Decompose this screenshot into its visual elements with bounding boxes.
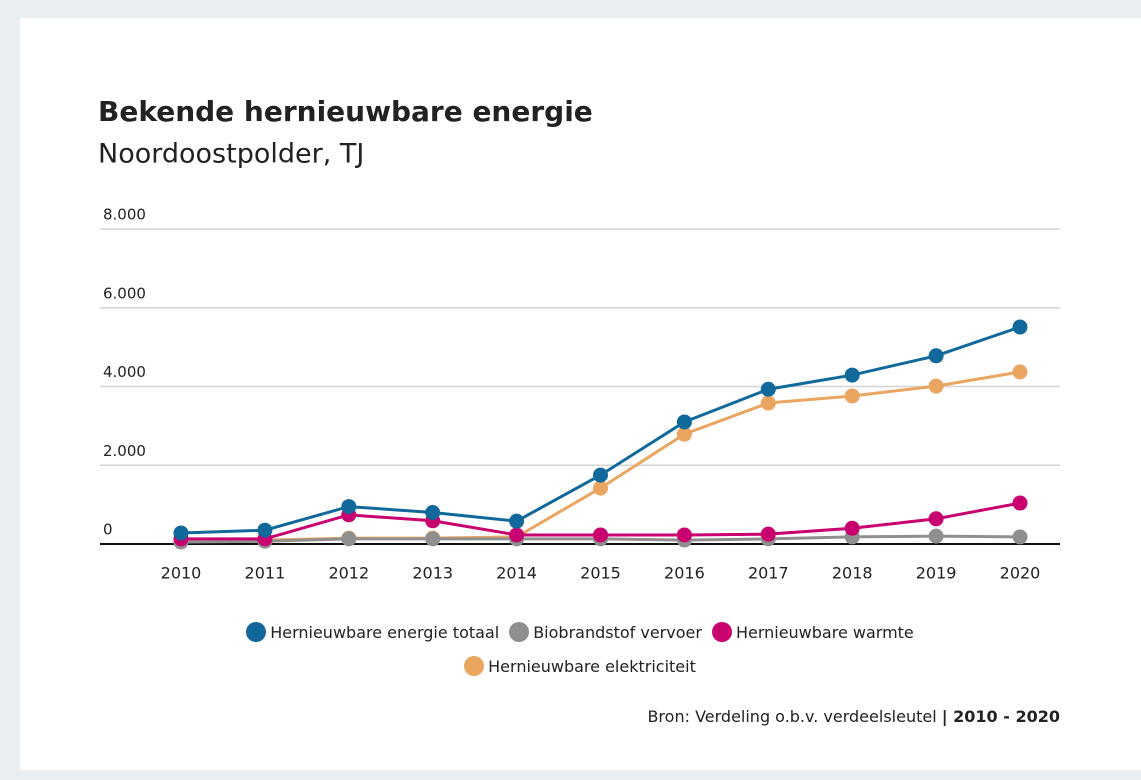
data-point bbox=[1012, 319, 1028, 335]
legend-label: Biobrandstof vervoer bbox=[533, 622, 702, 642]
source-text: Bron: Verdeling o.b.v. verdeelsleutel bbox=[647, 707, 937, 726]
x-tick-label: 2013 bbox=[412, 564, 453, 583]
y-tick-label: 8.000 bbox=[103, 206, 146, 224]
data-point bbox=[425, 531, 441, 547]
data-point bbox=[928, 511, 944, 527]
legend-marker bbox=[509, 622, 530, 642]
data-point bbox=[593, 527, 608, 543]
data-point bbox=[1012, 364, 1028, 380]
legend-label: Hernieuwbare energie totaal bbox=[270, 622, 500, 642]
legend-label: Hernieuwbare warmte bbox=[735, 622, 914, 642]
data-point bbox=[844, 367, 860, 383]
data-point bbox=[1012, 495, 1028, 511]
data-point bbox=[509, 527, 525, 543]
data-point bbox=[257, 522, 273, 538]
data-point bbox=[593, 467, 608, 483]
data-point bbox=[760, 395, 776, 411]
legend-item: Hernieuwbare warmte bbox=[711, 622, 914, 642]
data-point bbox=[928, 348, 944, 364]
data-point bbox=[425, 505, 441, 520]
data-point bbox=[173, 525, 189, 541]
data-point bbox=[928, 378, 944, 394]
legend-label: Hernieuwbare elektriciteit bbox=[488, 656, 696, 676]
data-point bbox=[760, 381, 776, 397]
legend-marker bbox=[246, 622, 267, 642]
x-tick-label: 2017 bbox=[748, 564, 789, 583]
chart-subtitle: Noordoostpolder, TJ bbox=[98, 139, 364, 170]
legend-item: Hernieuwbare energie totaal bbox=[246, 622, 499, 642]
data-point bbox=[341, 499, 357, 515]
chart-title: Bekende hernieuwbare energie bbox=[98, 95, 593, 128]
source-note: Bron: Verdeling o.b.v. verdeelsleutel | … bbox=[647, 707, 1060, 726]
period-text: | 2010 - 2020 bbox=[941, 707, 1060, 726]
x-tick-label: 2014 bbox=[496, 564, 537, 583]
legend: Hernieuwbare energie totaal Biobrandstof … bbox=[140, 622, 1020, 676]
data-point bbox=[928, 528, 944, 544]
y-tick-label: 0 bbox=[103, 521, 113, 539]
y-tick-label: 6.000 bbox=[103, 284, 146, 302]
data-point bbox=[593, 480, 608, 496]
x-tick-label: 2015 bbox=[580, 564, 621, 583]
data-point bbox=[844, 388, 860, 404]
legend-marker bbox=[711, 622, 732, 642]
legend-marker bbox=[464, 656, 485, 676]
data-point bbox=[760, 526, 776, 542]
series-line bbox=[180, 325, 1021, 535]
card bbox=[20, 18, 1141, 770]
data-point bbox=[676, 414, 692, 430]
legend-item: Biobrandstof vervoer bbox=[509, 622, 702, 642]
legend-item: Hernieuwbare elektriciteit bbox=[464, 656, 696, 676]
x-tick-label: 2010 bbox=[161, 564, 202, 583]
y-tick-label: 4.000 bbox=[103, 363, 146, 381]
data-point bbox=[676, 527, 692, 543]
data-point bbox=[509, 513, 525, 529]
data-point bbox=[844, 520, 860, 536]
x-tick-label: 2020 bbox=[1000, 564, 1041, 583]
data-point bbox=[676, 426, 692, 442]
x-tick-label: 2016 bbox=[664, 564, 705, 583]
series-line bbox=[181, 370, 1021, 542]
y-tick-label: 2.000 bbox=[103, 442, 146, 460]
x-tick-label: 2018 bbox=[832, 564, 873, 583]
x-tick-label: 2019 bbox=[916, 564, 957, 583]
data-point bbox=[341, 531, 357, 547]
x-tick-label: 2011 bbox=[245, 564, 286, 583]
x-tick-label: 2012 bbox=[328, 564, 369, 583]
data-point bbox=[1012, 529, 1028, 545]
